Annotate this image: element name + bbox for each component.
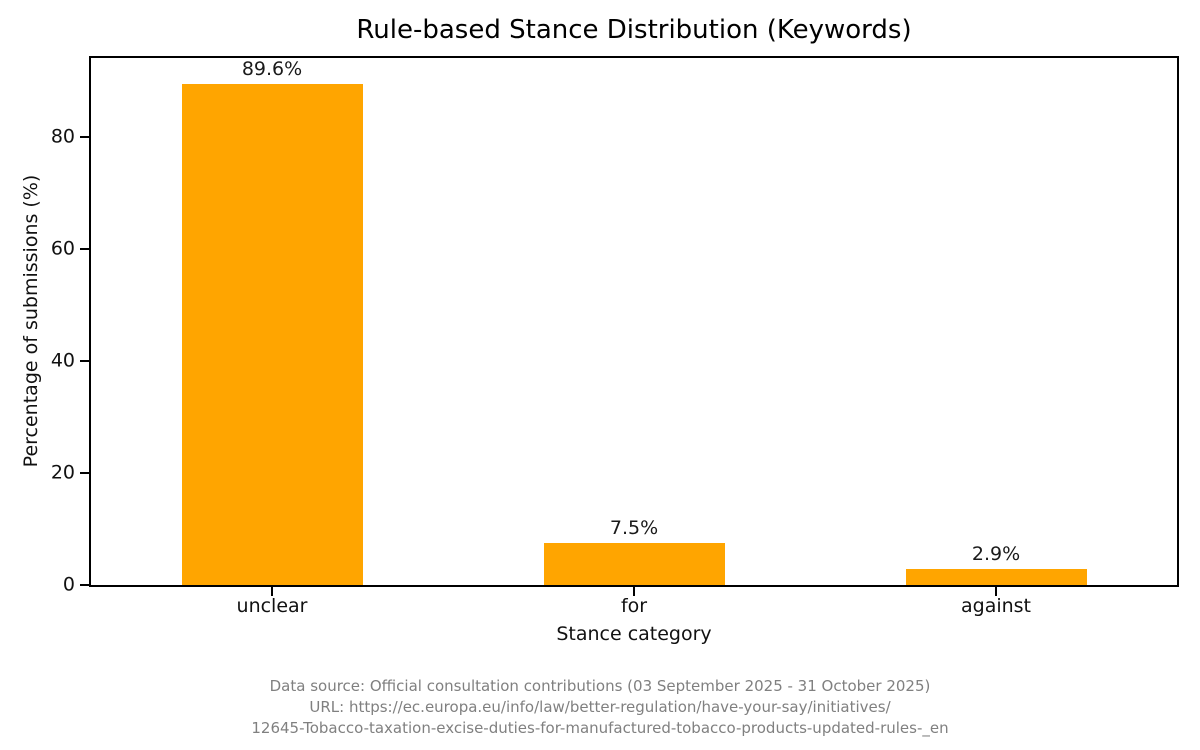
footer-line-url: URL: https://ec.europa.eu/info/law/bette…	[309, 698, 891, 716]
y-tick-label-60: 60	[50, 237, 75, 260]
y-tick-40	[80, 360, 89, 363]
y-tick-label-80: 80	[50, 125, 75, 148]
y-tick-20	[80, 472, 89, 475]
x-tick-against	[995, 587, 997, 596]
footer-line-datasource: Data source: Official consultation contr…	[269, 677, 931, 695]
bar-unclear	[181, 83, 363, 585]
x-axis-label: Stance category	[556, 623, 712, 645]
bar-against	[905, 568, 1087, 585]
bar-value-label-against: 2.9%	[971, 542, 1021, 565]
y-tick-label-0: 0	[62, 573, 75, 596]
chart-title: Rule-based Stance Distribution (Keywords…	[356, 15, 912, 45]
bar-value-label-unclear: 89.6%	[241, 57, 303, 80]
x-tick-for	[633, 587, 635, 596]
y-axis-label: Percentage of submissions (%)	[20, 174, 42, 468]
footer-line-url-continued: 12645-Tobacco-taxation-excise-duties-for…	[251, 719, 949, 737]
y-tick-label-40: 40	[50, 349, 75, 372]
footer-caption: Data source: Official consultation contr…	[0, 676, 1200, 739]
bar-for	[543, 543, 725, 585]
x-tick-label-for: for	[620, 595, 648, 617]
x-tick-label-against: against	[960, 595, 1032, 617]
y-tick-0	[80, 584, 89, 586]
x-tick-label-unclear: unclear	[236, 595, 308, 617]
bar-value-label-for: 7.5%	[609, 517, 659, 540]
y-tick-label-20: 20	[50, 461, 75, 484]
plot-area: 89.6% unclear 7.5% for 2.9% against 0 20 40 60 80	[51, 56, 1179, 617]
y-tick-80	[80, 136, 89, 139]
y-tick-60	[80, 248, 89, 251]
x-tick-unclear	[271, 587, 273, 596]
